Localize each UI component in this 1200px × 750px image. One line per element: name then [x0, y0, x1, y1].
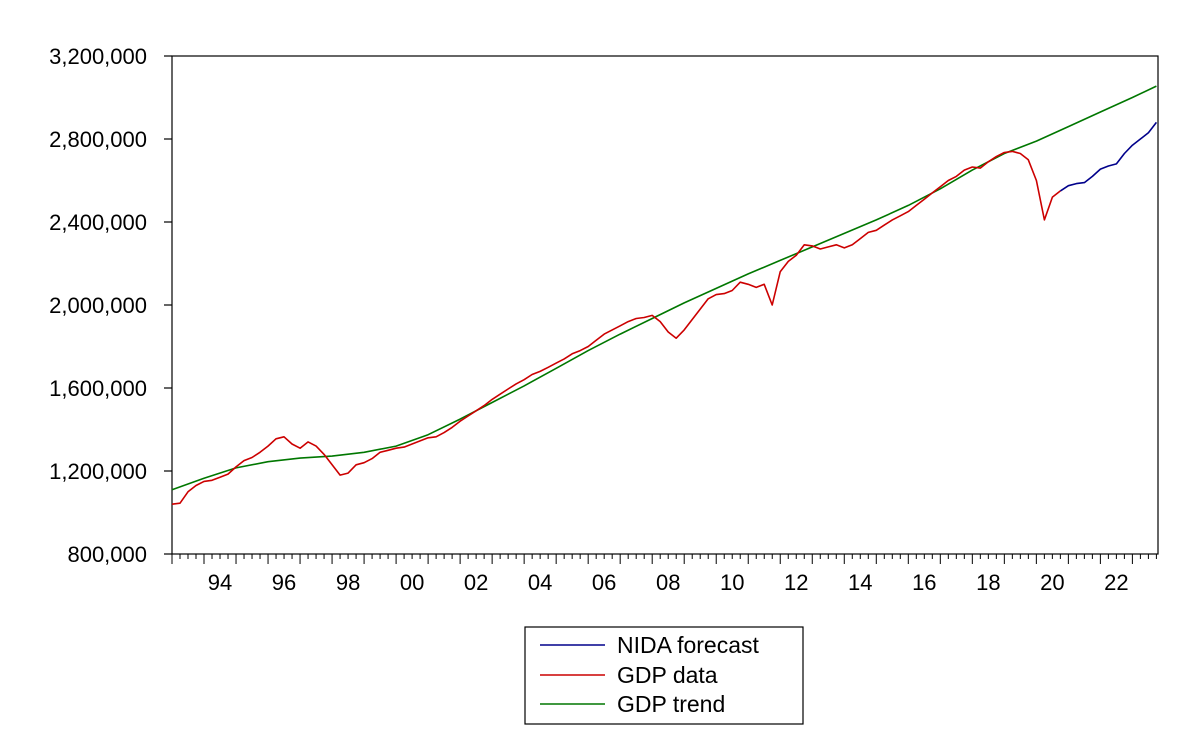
- series-layer: [171, 85, 1158, 505]
- x-tick-label: 02: [464, 570, 488, 595]
- x-tick-label: 94: [208, 570, 232, 595]
- x-tick-label: 10: [720, 570, 744, 595]
- x-tick-label: 06: [592, 570, 616, 595]
- series-line-nida-forecast: [1059, 121, 1158, 192]
- series-line-gdp-trend: [171, 85, 1157, 491]
- x-tick-label: 18: [976, 570, 1000, 595]
- x-tick-label: 04: [528, 570, 552, 595]
- y-axis: 800,000 1,200,000 1,600,000 2,000,000 2,400,…: [49, 44, 172, 567]
- x-axis: 94 96 98 00 02 04 06 08 10 12 14 16 18 20 22: [171, 554, 1157, 595]
- legend-label-gdp-trend: GDP trend: [617, 691, 725, 717]
- y-tick-label: 2,000,000: [49, 293, 147, 318]
- x-tick-label: 14: [848, 570, 872, 595]
- y-tick-label: 1,600,000: [49, 376, 147, 401]
- y-tick-label: 2,400,000: [49, 210, 147, 235]
- legend-label-nida-forecast: NIDA forecast: [617, 632, 759, 658]
- legend-label-gdp-data: GDP data: [617, 662, 718, 688]
- x-tick-label: 96: [272, 570, 296, 595]
- x-tick-label: 98: [336, 570, 360, 595]
- series-line-gdp-data: [171, 150, 1061, 505]
- x-tick-label: 22: [1104, 570, 1128, 595]
- y-tick-label: 800,000: [67, 542, 147, 567]
- legend: NIDA forecast GDP data GDP trend: [524, 626, 804, 725]
- y-tick-label: 3,200,000: [49, 44, 147, 69]
- x-tick-label: 16: [912, 570, 936, 595]
- x-tick-label: 12: [784, 570, 808, 595]
- y-tick-label: 2,800,000: [49, 127, 147, 152]
- y-tick-label: 1,200,000: [49, 459, 147, 484]
- plot-area: [171, 55, 1159, 555]
- x-tick-label: 08: [656, 570, 680, 595]
- x-tick-label: 00: [400, 570, 424, 595]
- x-tick-label: 20: [1040, 570, 1064, 595]
